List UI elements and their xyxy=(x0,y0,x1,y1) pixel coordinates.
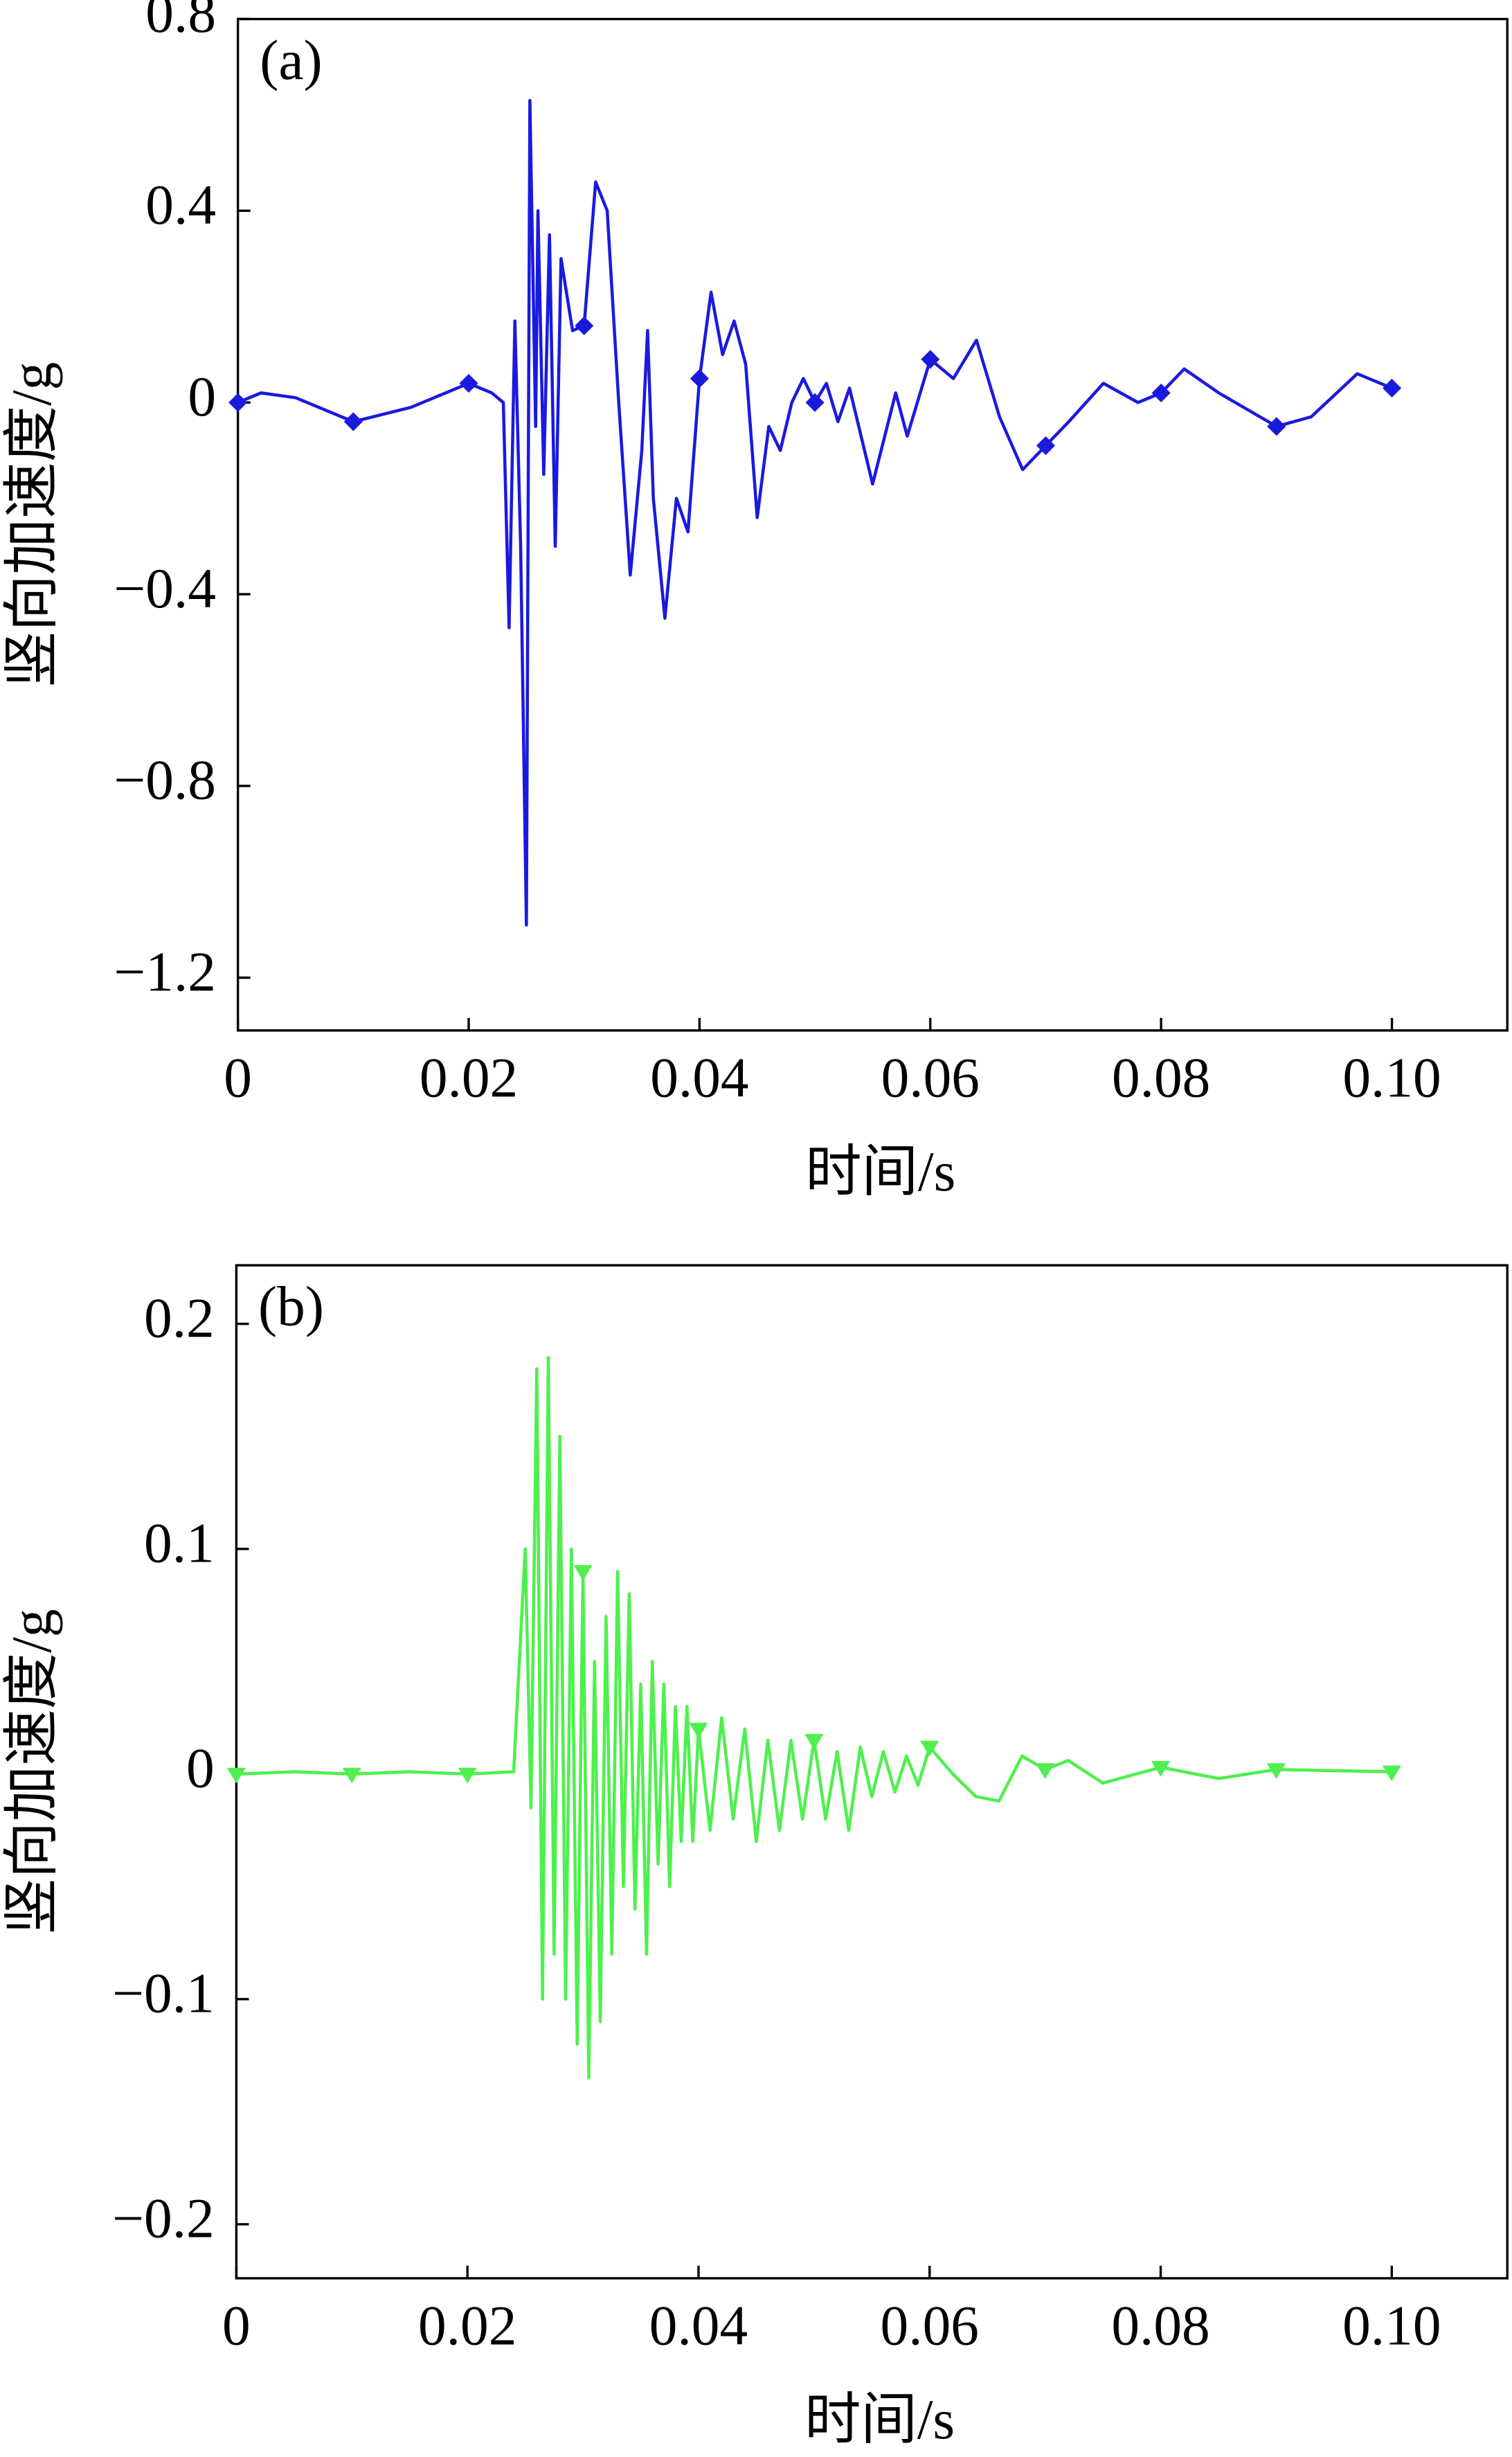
x-tick-label: 0.10 xyxy=(1342,1046,1441,1109)
x-tick-label: 0.10 xyxy=(1342,2294,1441,2357)
x-tick-label: 0.06 xyxy=(881,1046,980,1109)
data-marker xyxy=(1267,417,1286,436)
data-marker xyxy=(343,412,363,431)
data-marker xyxy=(690,369,709,388)
x-tick-label: 0.02 xyxy=(418,2294,516,2357)
data-marker xyxy=(459,373,478,393)
x-tick-label: 0.08 xyxy=(1112,1046,1210,1109)
data-line xyxy=(237,98,1393,927)
y-tick-label: 0 xyxy=(186,1736,215,1799)
data-marker xyxy=(228,393,248,412)
x-tick-label: 0.04 xyxy=(649,2294,748,2357)
data-marker xyxy=(575,316,594,336)
plot-frame xyxy=(236,17,1509,1032)
y-tick-label: 0.4 xyxy=(145,173,216,236)
x-tick-label: 0.06 xyxy=(881,2294,979,2357)
x-tick-label: 0.02 xyxy=(420,1046,518,1109)
x-tick-label: 0.08 xyxy=(1111,2294,1209,2357)
data-marker xyxy=(573,1565,593,1581)
y-axis-label: 竖向加速度/g xyxy=(0,1609,63,1934)
y-tick-label: −0.8 xyxy=(114,749,216,812)
annotation: (b) xyxy=(258,1275,324,1338)
data-line xyxy=(236,1356,1392,2080)
data-marker xyxy=(342,1767,361,1784)
x-tick-label: 0 xyxy=(224,1046,252,1109)
data-marker xyxy=(458,1767,477,1784)
y-tick-label: −0.1 xyxy=(112,1962,215,2025)
x-tick-label: 0 xyxy=(222,2294,251,2357)
data-marker xyxy=(805,393,825,412)
x-tick-label: 0.04 xyxy=(650,1046,748,1109)
y-tick-label: 0.8 xyxy=(145,0,216,44)
y-tick-label: 0.1 xyxy=(144,1511,215,1574)
annotation: (a) xyxy=(260,28,322,91)
data-marker xyxy=(226,1767,246,1784)
data-marker xyxy=(804,1733,824,1750)
y-tick-label: −1.2 xyxy=(114,940,216,1003)
data-marker xyxy=(1382,378,1402,398)
data-marker xyxy=(689,1722,708,1739)
x-axis-label: 时间/s xyxy=(804,2388,955,2451)
y-axis-label: 竖向加速度/g xyxy=(0,362,63,688)
data-marker xyxy=(1266,1763,1286,1779)
data-marker xyxy=(1151,1760,1171,1777)
x-axis-label: 时间/s xyxy=(805,1140,955,1203)
y-tick-label: 0 xyxy=(188,365,216,428)
data-marker xyxy=(920,1740,939,1757)
data-marker xyxy=(1382,1765,1401,1782)
y-tick-label: 0.2 xyxy=(144,1286,215,1349)
data-marker xyxy=(1151,383,1171,402)
y-tick-label: −0.4 xyxy=(114,557,216,620)
y-tick-label: −0.2 xyxy=(112,2187,215,2250)
data-marker xyxy=(1036,1763,1055,1779)
